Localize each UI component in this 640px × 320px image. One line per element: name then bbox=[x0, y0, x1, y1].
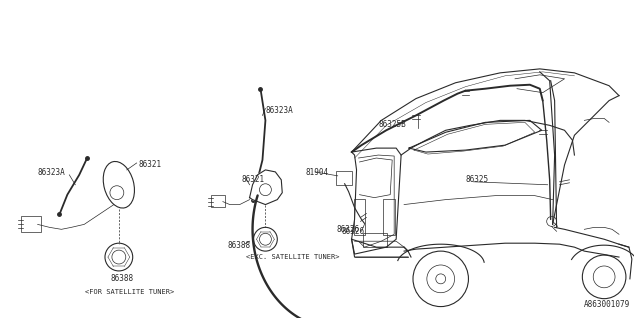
Text: <FOR SATELLITE TUNER>: <FOR SATELLITE TUNER> bbox=[85, 289, 175, 295]
Text: 86388: 86388 bbox=[111, 274, 134, 283]
Text: 86388: 86388 bbox=[228, 241, 251, 250]
Text: 86321: 86321 bbox=[139, 160, 162, 169]
Text: 86326: 86326 bbox=[337, 225, 360, 234]
Polygon shape bbox=[250, 170, 282, 204]
Text: 86321: 86321 bbox=[242, 175, 265, 184]
Text: 86325B: 86325B bbox=[378, 120, 406, 129]
Text: 81904: 81904 bbox=[305, 168, 328, 177]
Text: 86326: 86326 bbox=[342, 227, 365, 236]
Text: A863001079: A863001079 bbox=[584, 300, 630, 308]
Text: <EXC. SATELLITE TUNER>: <EXC. SATELLITE TUNER> bbox=[246, 254, 339, 260]
Text: 86323A: 86323A bbox=[38, 168, 65, 177]
Text: 86323A: 86323A bbox=[266, 106, 293, 115]
Text: 86325: 86325 bbox=[465, 175, 488, 184]
